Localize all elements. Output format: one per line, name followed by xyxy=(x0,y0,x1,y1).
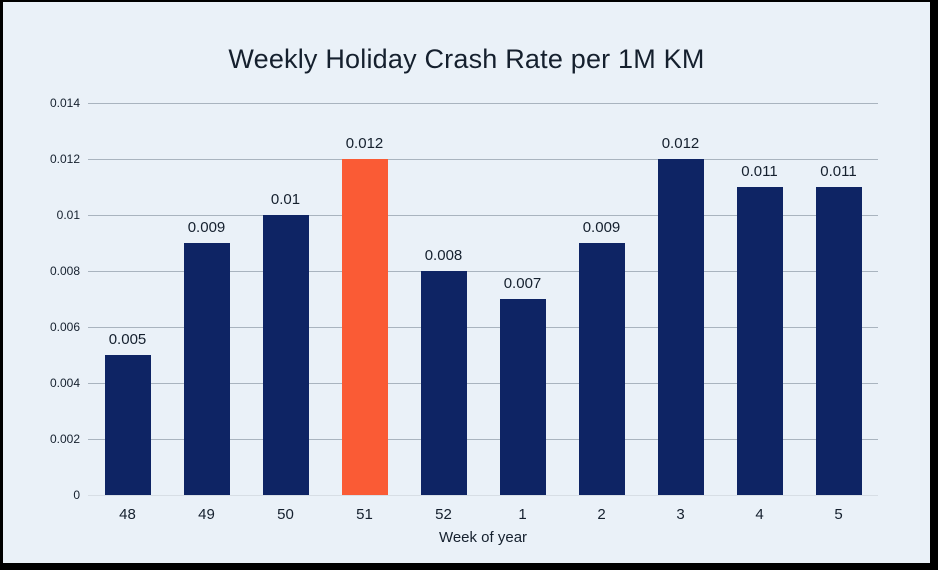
bar-value-label: 0.01 xyxy=(270,191,301,208)
chart-title: Weekly Holiday Crash Rate per 1M KM xyxy=(228,44,705,74)
gridline xyxy=(88,271,878,272)
x-axis-tick-label: 2 xyxy=(597,506,606,523)
y-axis-tick-label: 0.012 xyxy=(49,152,80,166)
gridline xyxy=(88,215,878,216)
x-axis-tick-label: 1 xyxy=(518,506,527,523)
bar-value-label: 0.011 xyxy=(820,163,857,180)
y-axis-tick-label: 0.006 xyxy=(49,320,80,334)
gridline xyxy=(88,103,878,104)
bar-value-label: 0.011 xyxy=(741,163,778,180)
bar-week-4 xyxy=(736,187,783,495)
bar-week-3 xyxy=(657,159,704,495)
y-axis-tick-label: 0.008 xyxy=(49,264,80,278)
bar-week-48 xyxy=(104,355,151,495)
x-axis-tick-label: 48 xyxy=(119,506,136,523)
bar-week-2 xyxy=(578,243,625,495)
x-axis-tick-label: 49 xyxy=(198,506,215,523)
y-axis-tick-label: 0.002 xyxy=(49,432,80,446)
bar-week-51 xyxy=(341,159,388,495)
y-axis-tick-label: 0.014 xyxy=(49,96,80,110)
x-axis-tick-label: 51 xyxy=(356,506,373,523)
gridline xyxy=(88,159,878,160)
bar-week-49 xyxy=(183,243,230,495)
x-axis-tick-label: 4 xyxy=(755,506,764,523)
bar-week-5 xyxy=(815,187,862,495)
bar-week-1 xyxy=(499,299,546,495)
bar-value-label: 0.008 xyxy=(424,247,463,264)
x-axis-tick-label: 3 xyxy=(676,506,685,523)
bar-value-label: 0.012 xyxy=(661,135,700,152)
x-axis-tick-label: 52 xyxy=(435,506,452,523)
bar-value-label: 0.009 xyxy=(187,219,226,236)
x-axis-baseline xyxy=(88,495,878,496)
bar-value-label: 0.007 xyxy=(503,275,542,292)
gridline xyxy=(88,383,878,384)
y-axis-tick-label: 0.01 xyxy=(56,208,80,222)
bar-value-label: 0.005 xyxy=(108,331,147,348)
bar-week-50 xyxy=(262,215,309,495)
y-axis-tick-label: 0 xyxy=(73,488,80,502)
bar-value-label: 0.012 xyxy=(345,135,384,152)
y-axis-tick-label: 0.004 xyxy=(49,376,80,390)
x-axis-tick-label: 5 xyxy=(834,506,843,523)
x-axis-tick-label: 50 xyxy=(277,506,294,523)
x-axis-title: Week of year xyxy=(438,529,528,546)
bar-value-label: 0.009 xyxy=(582,219,621,236)
gridline xyxy=(88,327,878,328)
bar-week-52 xyxy=(420,271,467,495)
gridline xyxy=(88,439,878,440)
